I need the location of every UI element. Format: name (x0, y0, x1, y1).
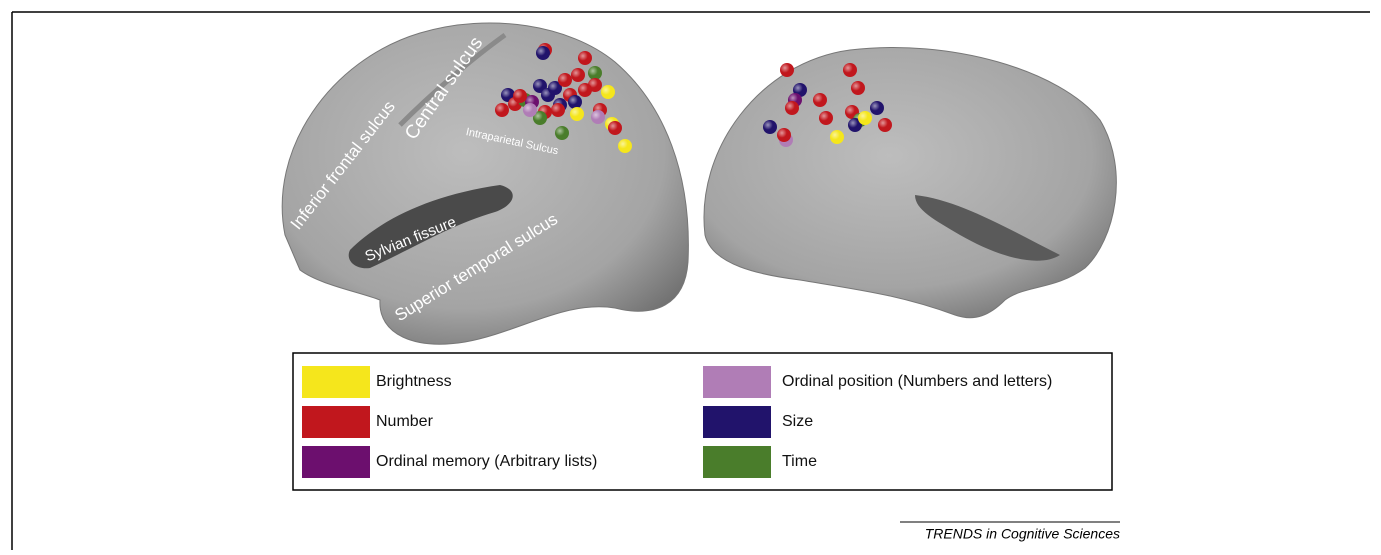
legend-swatch (302, 366, 370, 398)
point-shine (536, 46, 550, 60)
point-shine (858, 111, 872, 125)
point-shine (513, 89, 527, 103)
legend-label: Ordinal position (Numbers and letters) (782, 373, 1052, 390)
legend-swatch (302, 446, 370, 478)
legend-swatch (703, 366, 771, 398)
point-shine (571, 68, 585, 82)
point-shine (601, 85, 615, 99)
point-shine (578, 51, 592, 65)
legend-swatch (703, 446, 771, 478)
point-shine (618, 139, 632, 153)
legend-label: Number (376, 413, 434, 430)
point-shine (830, 130, 844, 144)
point-shine (819, 111, 833, 125)
right-brain (704, 47, 1116, 317)
point-shine (843, 63, 857, 77)
point-shine (780, 63, 794, 77)
legend-label: Size (782, 413, 813, 430)
figure: Inferior frontal sulcus Central sulcus I… (0, 0, 1381, 550)
legend-swatch (703, 406, 771, 438)
point-shine (578, 83, 592, 97)
source: TRENDS in Cognitive Sciences (925, 526, 1120, 542)
point-shine (551, 103, 565, 117)
point-shine (777, 128, 791, 142)
point-shine (878, 118, 892, 132)
point-shine (763, 120, 777, 134)
legend-label: Ordinal memory (Arbitrary lists) (376, 453, 597, 470)
legend-label: Time (782, 453, 817, 470)
point-shine (558, 73, 572, 87)
point-shine (495, 103, 509, 117)
point-shine (785, 101, 799, 115)
left-brain (282, 23, 688, 344)
page: Inferior frontal sulcus Central sulcus I… (0, 0, 1381, 555)
point-shine (851, 81, 865, 95)
point-shine (568, 95, 582, 109)
point-shine (591, 110, 605, 124)
point-shine (608, 121, 622, 135)
point-shine (523, 103, 537, 117)
point-shine (588, 66, 602, 80)
legend-swatch (302, 406, 370, 438)
point-shine (870, 101, 884, 115)
legend-label: Brightness (376, 373, 452, 390)
point-shine (813, 93, 827, 107)
point-shine (555, 126, 569, 140)
point-shine (570, 107, 584, 121)
